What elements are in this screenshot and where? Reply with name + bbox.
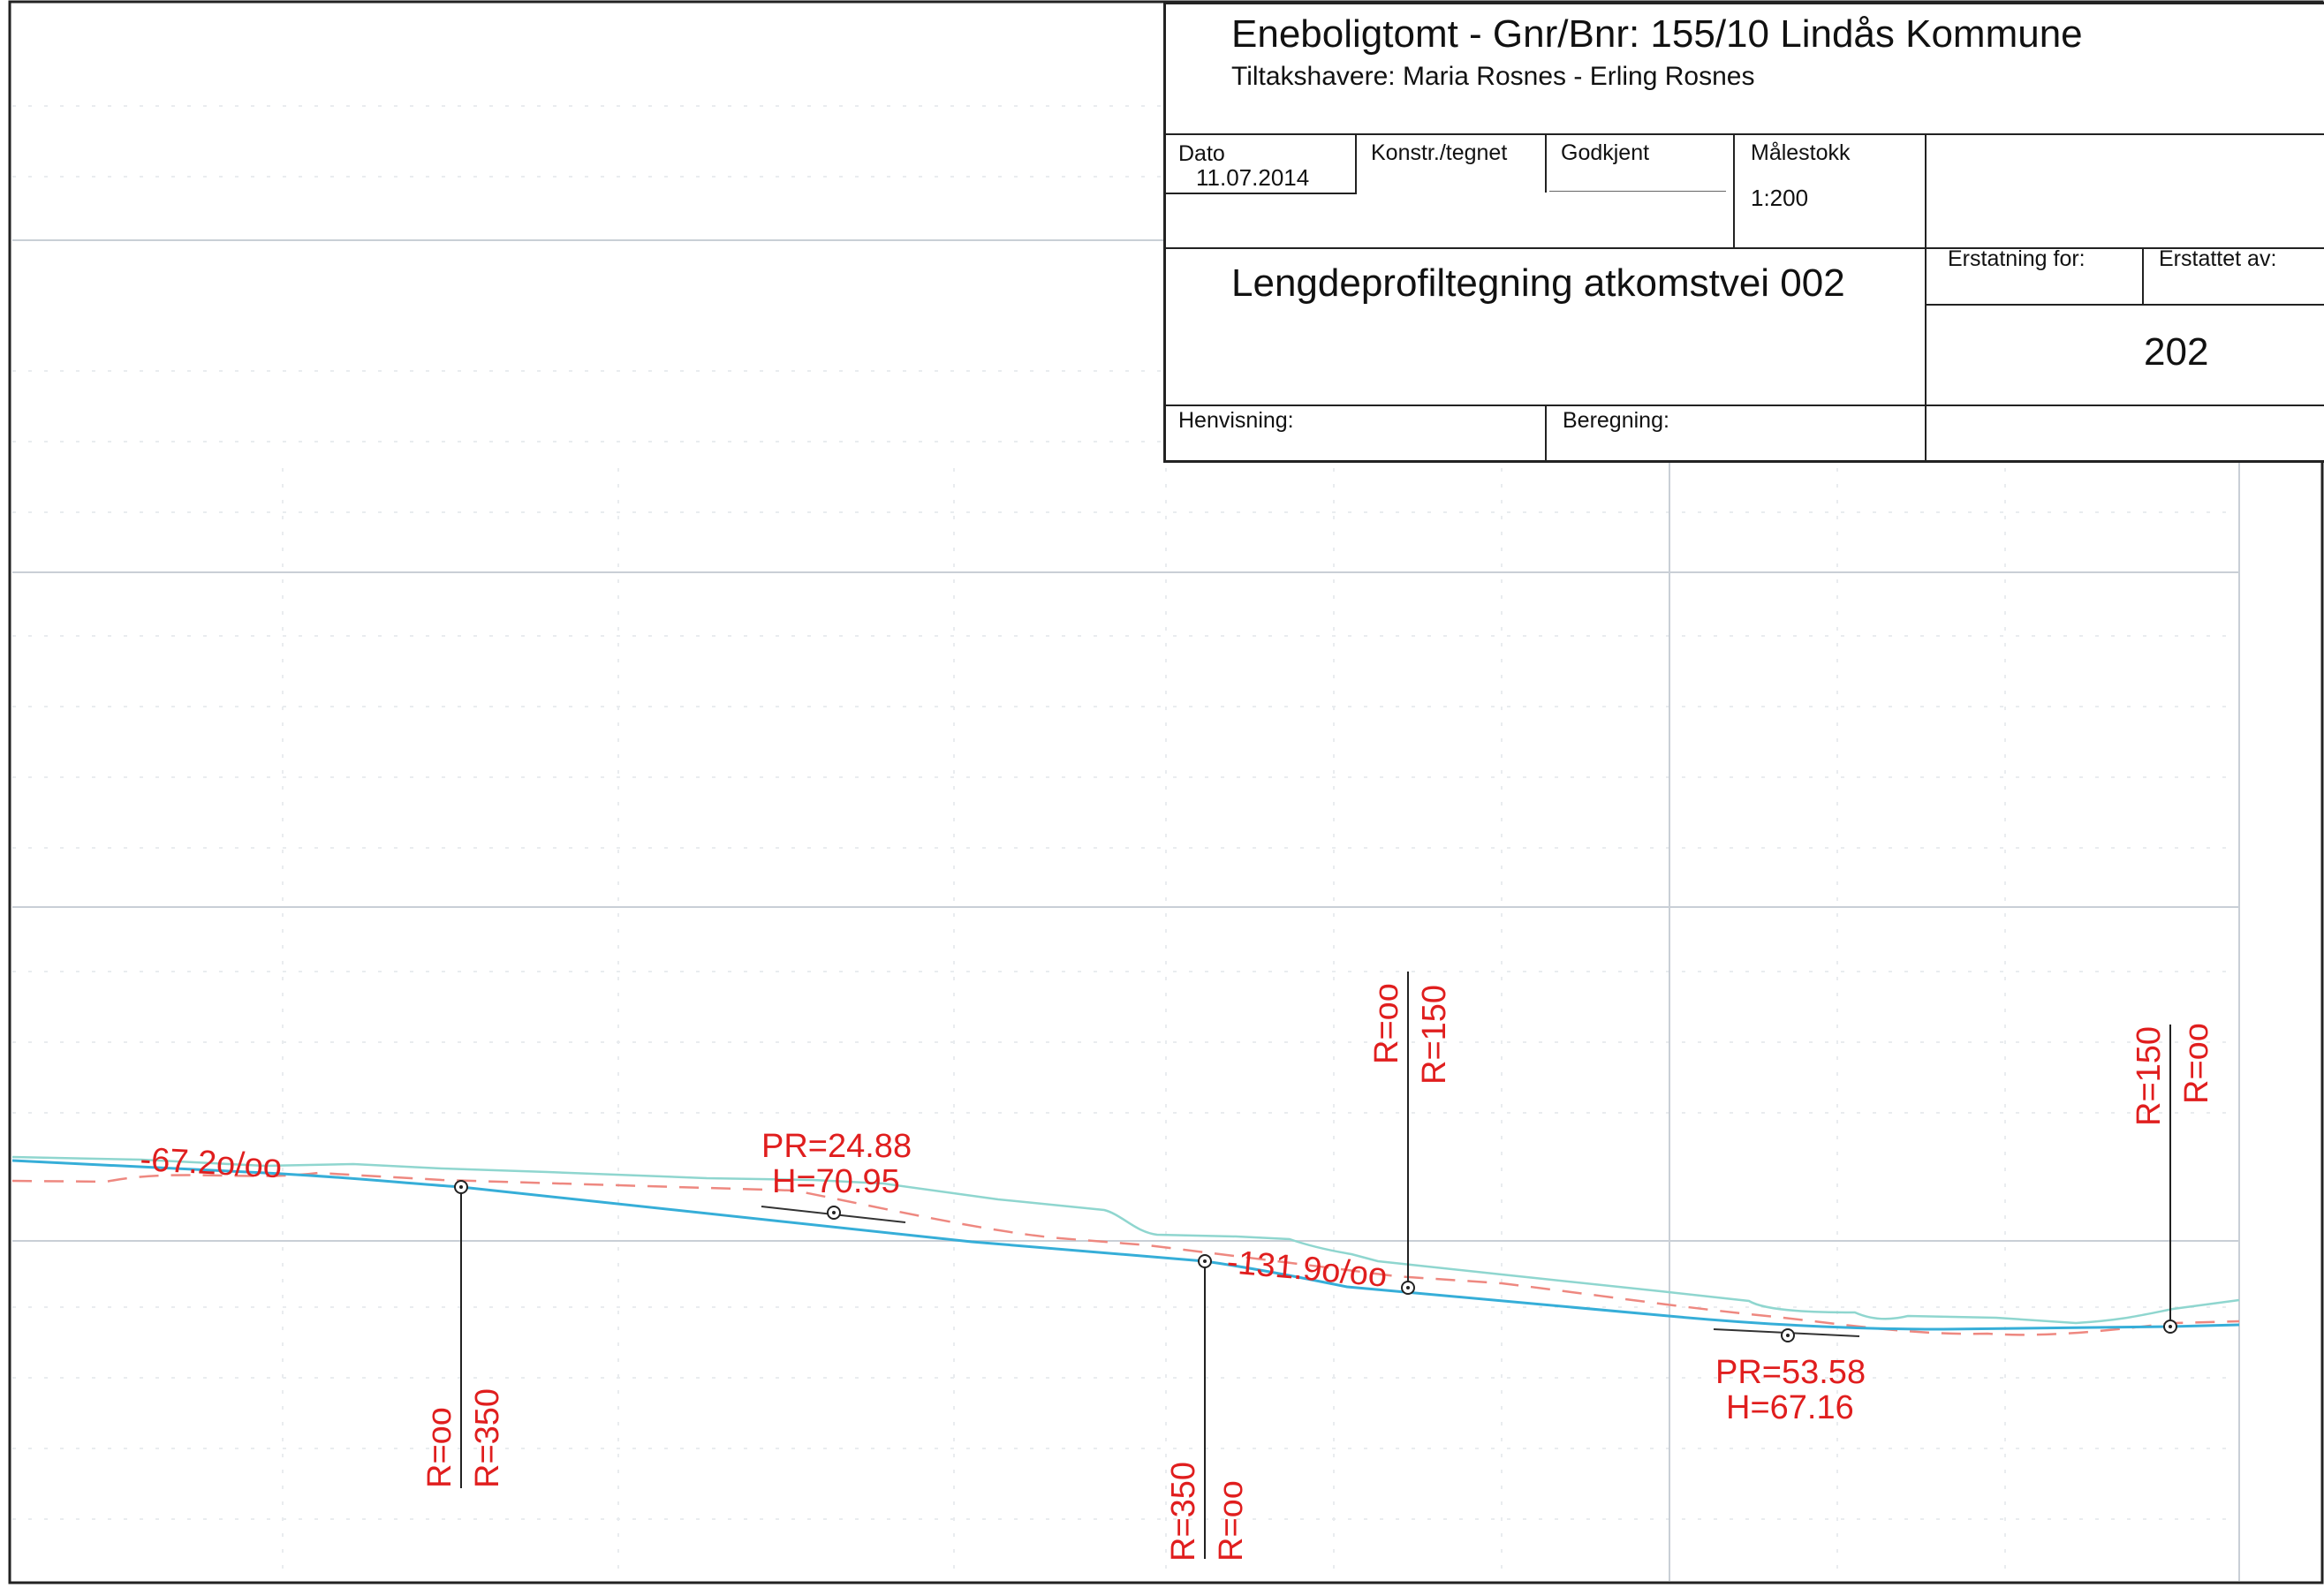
scale-label: Målestokk: [1751, 140, 1851, 165]
calculation-label: Beregning:: [1563, 408, 1669, 433]
background-dotted-grid: [12, 105, 2226, 1581]
date-value: 11.07.2014: [1196, 164, 1310, 191]
v2-radius-right: R=oo: [1213, 1480, 1250, 1562]
project-title: Eneboligtomt - Gnr/Bnr: 155/10 Lindås Ko…: [1231, 12, 2083, 56]
v3-radius-left: R=oo: [1368, 983, 1405, 1064]
v1-radius-right: R=350: [469, 1388, 506, 1488]
slope-label-2: -131.9o/oo: [1225, 1244, 1389, 1295]
terrain-line: [11, 1155, 2240, 1325]
replaced-by-label: Erstattet av:: [2159, 246, 2277, 271]
pr1-height-label: H=70.95: [772, 1163, 900, 1200]
date-label: Dato: [1178, 141, 1225, 166]
reference-label: Henvisning:: [1178, 408, 1294, 433]
pr2-station-label: PR=53.58: [1715, 1354, 1866, 1391]
pr2-height-label: H=67.16: [1726, 1389, 1854, 1426]
v2-radius-left: R=350: [1165, 1462, 1202, 1562]
title-block: Eneboligtomt - Gnr/Bnr: 155/10 Lindås Ko…: [1163, 2, 2324, 463]
major-grid: [12, 239, 2240, 1581]
drawing-title: Lengdeprofiltegning atkomstvei 002: [1231, 261, 1845, 305]
v4-radius-right: R=oo: [2178, 1023, 2215, 1104]
developers-line: Tiltakshavere: Maria Rosnes - Erling Ros…: [1231, 62, 1755, 91]
vertical-curve-leaders: [460, 972, 2171, 1559]
drawing-number: 202: [2144, 330, 2209, 374]
scale-value: 1:200: [1751, 185, 1809, 211]
drawn-by-label: Konstr./tegnet: [1371, 140, 1508, 165]
v1-radius-left: R=oo: [421, 1407, 458, 1488]
v3-radius-right: R=150: [1416, 985, 1453, 1085]
slope-label-1: -67.2o/oo: [140, 1141, 284, 1185]
road-design-line: [11, 1159, 2240, 1331]
existing-terrain-dashed-line: [11, 1171, 2240, 1336]
replaces-label: Erstatning for:: [1948, 246, 2086, 271]
approved-label: Godkjent: [1561, 140, 1650, 165]
v4-radius-left: R=150: [2131, 1026, 2168, 1126]
pr1-station-label: PR=24.88: [761, 1128, 912, 1165]
